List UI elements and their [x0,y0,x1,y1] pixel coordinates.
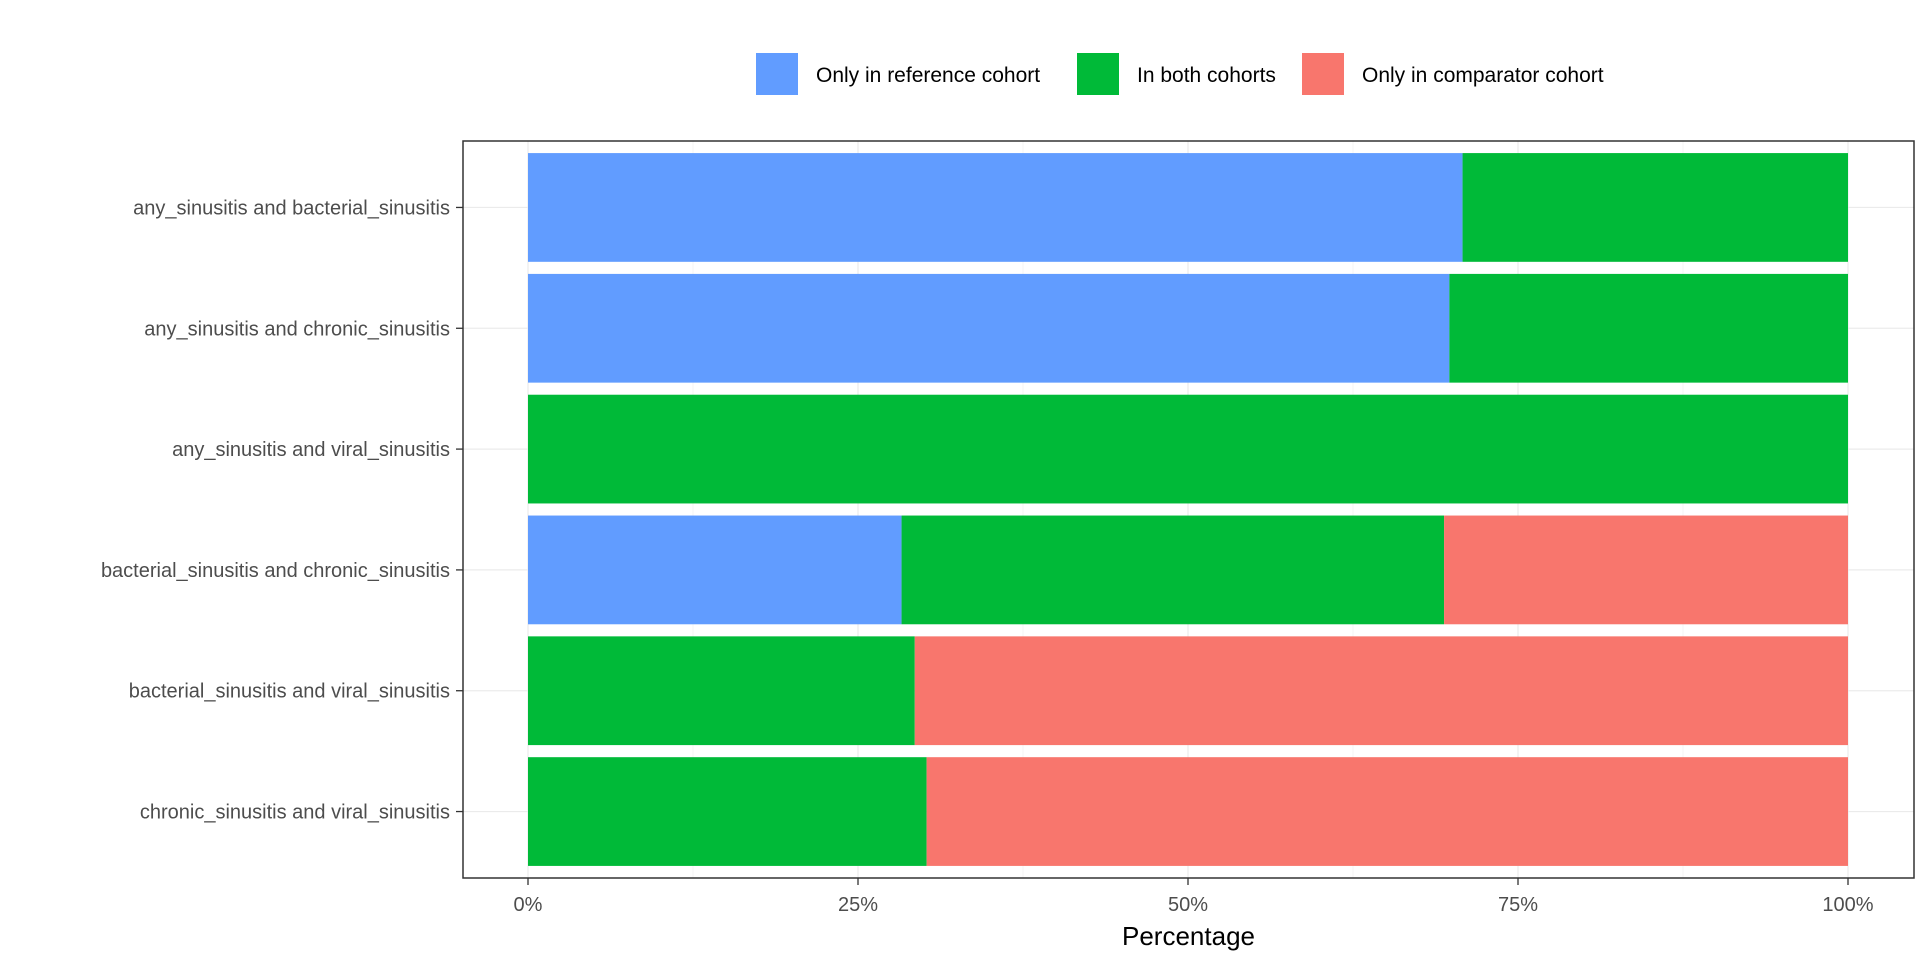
y-tick-label: bacterial_sinusitis and chronic_sinusiti… [101,560,450,582]
x-axis-title: Percentage [1122,921,1255,951]
bar-segment [914,636,1848,746]
legend-key [1077,53,1119,95]
bar-segment [528,757,927,866]
y-tick-label: bacterial_sinusitis and viral_sinusitis [129,681,450,703]
legend-label: Only in reference cohort [816,64,1040,87]
y-tick-label: any_sinusitis and chronic_sinusitis [144,318,450,340]
x-tick-label: 100% [1822,894,1873,916]
y-tick-label: any_sinusitis and bacterial_sinusitis [133,197,450,219]
x-tick-label: 75% [1498,894,1538,916]
y-axis: any_sinusitis and bacterial_sinusitisany… [101,197,463,824]
legend-label: Only in comparator cohort [1362,64,1604,87]
bar-segment [1462,153,1848,262]
bar-segment [528,394,1848,504]
bar-segment [528,515,902,625]
legend-key [1302,53,1344,95]
bars [528,153,1848,866]
x-axis: 0% 25% 50% 75% 100% [514,878,1874,916]
bar-segment [901,515,1445,625]
legend-item: Only in reference cohort [756,53,1040,95]
bar-segment [528,273,1450,383]
legend-key [756,53,798,95]
legend: Only in reference cohort In both cohorts O… [756,53,1604,95]
bar-segment [528,153,1463,262]
x-tick-label: 0% [514,894,543,916]
y-tick-label: any_sinusitis and viral_sinusitis [172,439,450,461]
legend-item: Only in comparator cohort [1302,53,1604,95]
x-tick-label: 25% [838,894,878,916]
legend-item: In both cohorts [1077,53,1276,95]
bar-segment [1449,273,1848,383]
legend-label: In both cohorts [1137,64,1276,87]
bar-segment [926,757,1848,866]
y-tick-label: chronic_sinusitis and viral_sinusitis [140,802,450,824]
bar-segment [1444,515,1848,625]
bar-segment [528,636,915,746]
x-tick-label: 50% [1168,894,1208,916]
